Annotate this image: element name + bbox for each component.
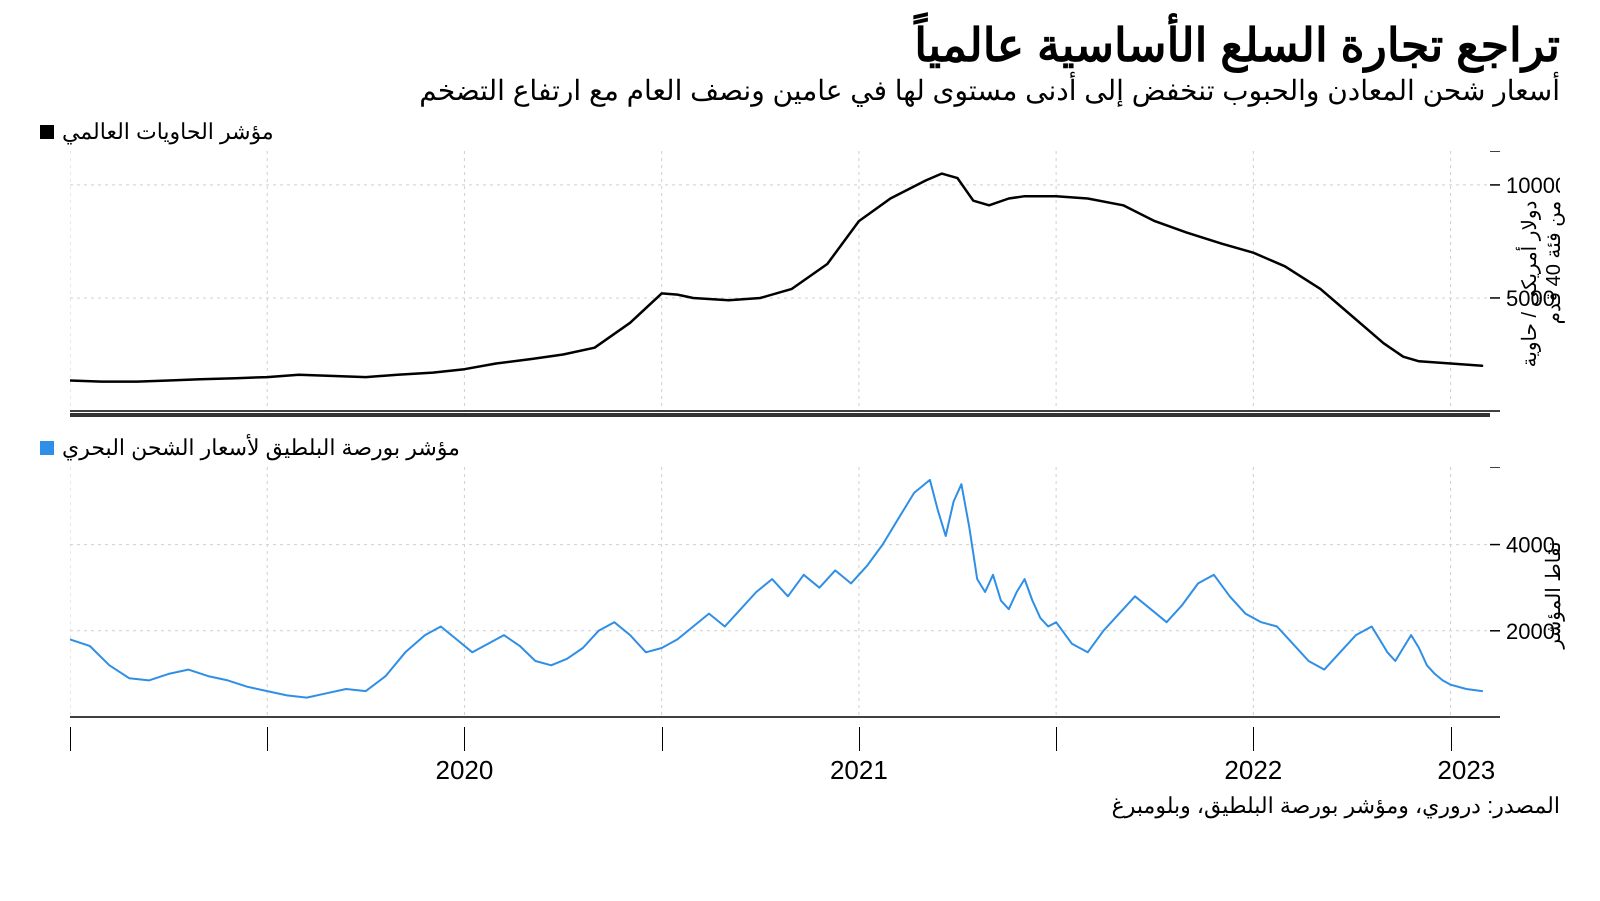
chart-2-ylabel: نقاط المؤشر (1542, 541, 1566, 648)
legend-1-swatch (40, 125, 54, 139)
chart-2-zone: 20004000 نقاط المؤشر (40, 467, 1560, 723)
chart-1-zone: 500010000 دولار أمريكي / حاويةمن فئة 40 … (40, 151, 1560, 417)
x-tick (859, 727, 860, 751)
legend-2: مؤشر بورصة البلطيق لأسعار الشحن البحري (40, 435, 1560, 461)
x-label: 2023 (1437, 755, 1495, 786)
x-label: 2021 (830, 755, 888, 786)
legend-2-swatch (40, 441, 54, 455)
chart-2-svg: 20004000 (70, 467, 1560, 723)
x-tick (70, 727, 71, 751)
x-tick (1451, 727, 1452, 751)
source-line: المصدر: دروري، ومؤشر بورصة البلطيق، وبلو… (40, 793, 1560, 819)
x-tick (1253, 727, 1254, 751)
x-tick (1056, 727, 1057, 751)
legend-1: مؤشر الحاويات العالمي (40, 119, 1560, 145)
chart-subtitle: أسعار شحن المعادن والحبوب تنخفض إلى أدنى… (40, 74, 1560, 107)
x-tick (464, 727, 465, 751)
legend-2-label: مؤشر بورصة البلطيق لأسعار الشحن البحري (62, 435, 460, 461)
chart-1-svg: 500010000 (70, 151, 1560, 417)
chart-title: تراجع تجارة السلع الأساسية عالمياً (40, 18, 1560, 72)
x-label: 2022 (1224, 755, 1282, 786)
x-tick (662, 727, 663, 751)
svg-text:10000: 10000 (1506, 173, 1560, 198)
x-axis: 2020 2021 2022 2023 (70, 727, 1560, 787)
x-tick (267, 727, 268, 751)
chart-1-ylabel: دولار أمريكي / حاويةمن فئة 40 قدم (1518, 201, 1566, 368)
x-label: 2020 (436, 755, 494, 786)
legend-1-label: مؤشر الحاويات العالمي (62, 119, 274, 145)
